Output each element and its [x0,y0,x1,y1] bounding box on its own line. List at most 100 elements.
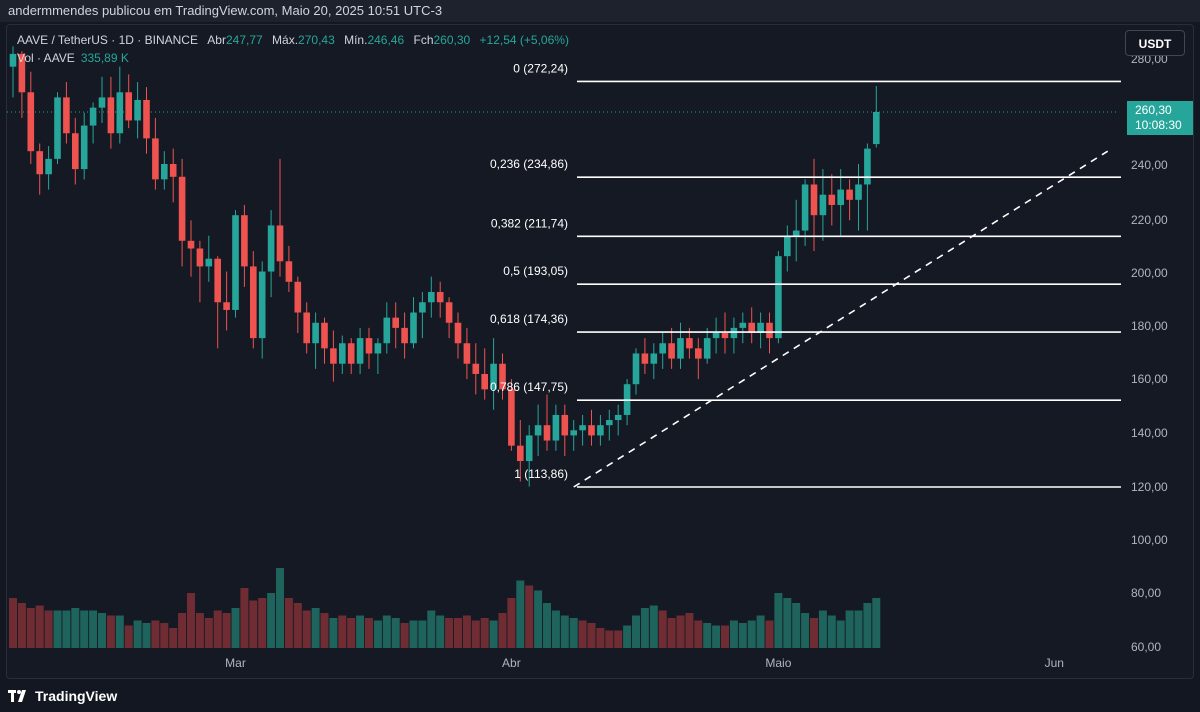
candle-body [499,363,506,390]
volume-bar [747,620,756,648]
candle-body [534,425,542,436]
volume-bar [649,605,658,648]
volume-bar [284,598,293,648]
tradingview-logo[interactable]: TradingView [8,688,117,704]
tradingview-logo-icon [8,690,26,702]
volume-bar [560,615,569,648]
price-axis-tick: 180,00 [1131,319,1168,333]
volume-bar [311,608,320,648]
low-label: Mín. [344,33,368,47]
volume-bar [9,598,17,648]
fib-level-label: 0 (272,24) [513,61,568,75]
candle-body [775,256,782,339]
candle-body [632,353,640,385]
candle-body [436,292,444,303]
candle-body [63,97,70,134]
candle-body [606,420,613,426]
volume-label: Vol · AAVE [17,51,75,65]
volume-legend: Vol · AAVE 335,89 K [17,51,129,65]
volume-bar [694,620,703,648]
candle-body [490,363,497,390]
candle-body [614,414,622,421]
volume-bar [596,628,605,648]
candle-body [677,338,684,359]
candle-body [810,184,818,216]
volume-bar [471,620,480,648]
volume-bar [320,613,329,648]
volume-bar [195,613,204,648]
candle-body [134,99,141,121]
publish-header: andermmendes publicou em TradingView.com… [0,0,1200,22]
volume-bar [53,610,62,648]
low-value: 246,46 [367,33,405,47]
candle-body [819,194,827,216]
volume-bar [756,615,765,648]
volume-bar [436,615,445,648]
volume-series [9,568,881,648]
fib-level-label: 0,236 (234,86) [490,157,568,171]
volume-bar [124,625,133,648]
volume-bar [810,618,818,648]
currency-button[interactable]: USDT [1125,30,1185,56]
volume-bar [373,620,382,648]
candle-body [588,425,595,436]
time-axis: Mar Abr Maio Jun [225,656,1064,670]
volume-bar [178,613,187,648]
candle-body [267,225,275,272]
volume-bar [845,610,854,648]
candle-body [703,338,711,359]
volume-bar [454,618,462,648]
volume-bar [632,615,640,648]
candle-body [107,97,115,134]
candle-body [312,322,319,344]
volume-bar [507,598,516,648]
last-price-tag: 260,30 10:08:30 [1127,101,1193,135]
candle-body [232,215,239,310]
volume-bar [783,598,792,648]
volume-bar [213,610,222,648]
volume-bar [827,615,836,648]
candle-body [641,353,649,364]
candle-body [410,312,417,344]
price-axis-tick: 160,00 [1131,372,1168,386]
volume-bar [80,610,89,648]
candle-body [187,240,195,249]
volume-bar [106,615,115,648]
bar-countdown: 10:08:30 [1135,118,1182,132]
candle-body [223,302,230,310]
candle-body [695,348,702,359]
volume-bar [818,610,827,648]
volume-bar [356,615,365,648]
volume-bar [98,613,106,648]
candle-body [792,230,800,236]
volume-bar [801,613,810,648]
volume-bar [614,630,623,648]
candle-body [463,343,471,364]
high-label: Máx. [272,33,299,47]
volume-bar [276,568,284,648]
fib-level-label: 0,5 (193,05) [503,264,568,278]
candle-body [36,151,43,175]
candlestick-chart[interactable]: 0 (272,24) 0,236 (234,86) 0,382 (211,74) 0,… [7,25,1193,678]
candle-body [721,332,729,339]
candle-body [561,414,569,436]
candle-body [9,53,17,67]
candle-series [9,46,880,487]
volume-bar [115,615,124,648]
candle-body [801,184,809,231]
volume-bar [427,610,436,648]
volume-bar [382,615,391,648]
candle-body [668,343,675,359]
candle-body [169,163,177,177]
price-axis-tick: 60,00 [1131,640,1161,654]
volume-bar [35,605,44,648]
volume-bar [142,623,151,648]
volume-bar [160,623,169,648]
volume-bar [258,598,267,648]
candle-body [864,148,871,185]
candle-body [161,163,168,180]
chart-frame[interactable]: 0 (272,24) 0,236 (234,86) 0,382 (211,74) 0,… [6,24,1194,679]
candle-body [472,363,480,374]
volume-bar [578,620,587,648]
price-axis-tick: 80,00 [1131,586,1161,600]
